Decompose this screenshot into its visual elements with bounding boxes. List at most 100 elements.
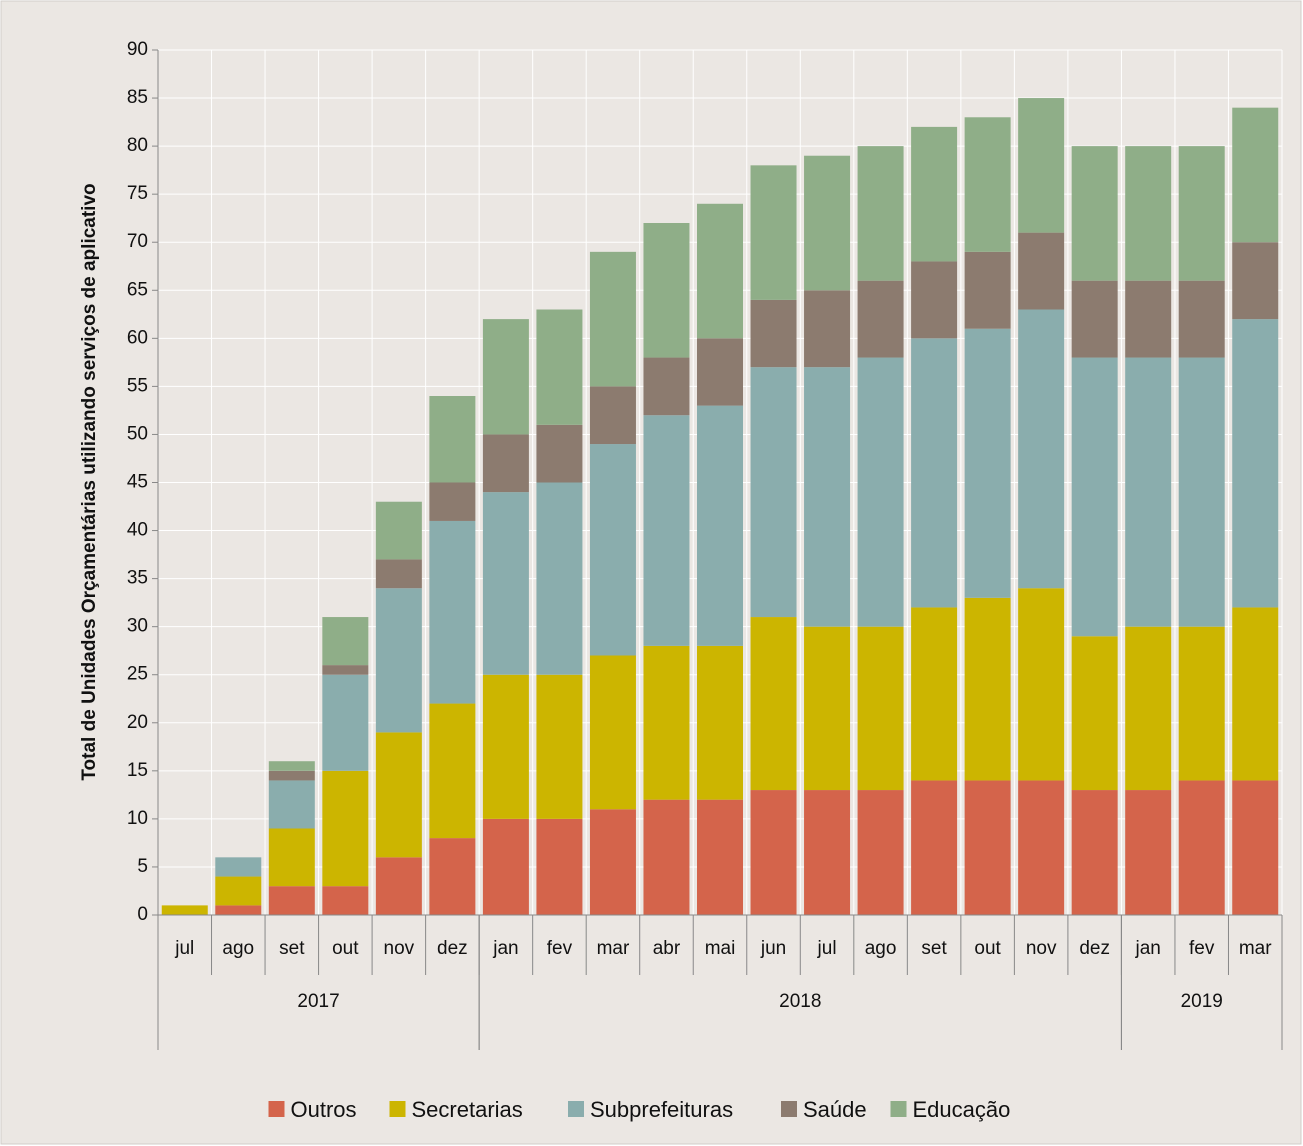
bar-segment bbox=[857, 626, 904, 791]
x-tick-label: fev bbox=[1189, 938, 1215, 959]
bar-segment bbox=[375, 501, 422, 560]
bar-segment bbox=[322, 617, 369, 666]
bar-segment bbox=[804, 626, 851, 791]
bar-segment bbox=[429, 703, 476, 839]
y-tick-label: 60 bbox=[127, 327, 148, 348]
bar-segment bbox=[536, 309, 583, 425]
bar-segment bbox=[482, 492, 529, 675]
bar-segment bbox=[964, 780, 1011, 915]
bar-segment bbox=[1018, 98, 1065, 233]
bar-segment bbox=[1071, 790, 1118, 915]
bar-segment bbox=[964, 117, 1011, 252]
bar-segment bbox=[750, 165, 797, 300]
bar-segment bbox=[429, 396, 476, 483]
bar-segment bbox=[322, 770, 369, 887]
bar-segment bbox=[429, 838, 476, 915]
bar-segment bbox=[911, 780, 958, 915]
x-tick-label: nov bbox=[1026, 938, 1057, 959]
x-tick-label: nov bbox=[384, 938, 415, 959]
bar-segment bbox=[589, 251, 636, 387]
bar-segment bbox=[1018, 780, 1065, 915]
bar-segment bbox=[911, 126, 958, 262]
bar-segment bbox=[1178, 780, 1225, 915]
bar-segment bbox=[964, 597, 1011, 781]
bar-segment bbox=[697, 645, 743, 800]
bar-segment bbox=[268, 886, 315, 915]
y-tick-label: 20 bbox=[127, 712, 148, 733]
y-tick-label: 30 bbox=[127, 616, 148, 637]
y-tick-label: 75 bbox=[127, 183, 148, 204]
bar-segment bbox=[911, 261, 958, 339]
bar-segment bbox=[804, 155, 851, 291]
legend-swatch bbox=[568, 1101, 584, 1117]
bar-segment bbox=[643, 223, 690, 358]
bar-segment bbox=[589, 444, 636, 656]
bar-segment bbox=[268, 780, 315, 829]
bar-segment bbox=[1125, 626, 1172, 791]
bar-segment bbox=[482, 434, 529, 493]
bar-segment bbox=[697, 405, 743, 646]
bar-segment bbox=[375, 559, 422, 589]
bar-segment bbox=[643, 799, 690, 915]
bar-segment bbox=[1125, 280, 1172, 358]
x-tick-label: ago bbox=[865, 938, 897, 959]
bar-segment bbox=[750, 299, 797, 368]
bar-segment bbox=[1232, 780, 1279, 915]
bar-segment bbox=[857, 790, 904, 915]
bar-segment bbox=[215, 905, 262, 915]
y-tick-label: 70 bbox=[127, 231, 148, 252]
legend-label: Saúde bbox=[803, 1097, 867, 1122]
bar-segment bbox=[1178, 280, 1225, 358]
bar-segment bbox=[1018, 588, 1065, 781]
bar-segment bbox=[1125, 790, 1172, 915]
y-tick-label: 10 bbox=[127, 808, 148, 829]
x-tick-label: jun bbox=[760, 938, 786, 959]
bar-segment bbox=[429, 482, 476, 521]
bar-segment bbox=[1232, 607, 1279, 781]
bar-segment bbox=[643, 357, 690, 416]
x-tick-label: mar bbox=[1239, 938, 1272, 959]
x-tick-label: jan bbox=[1135, 938, 1161, 959]
bar-segment bbox=[482, 319, 529, 435]
bar-segment bbox=[589, 655, 636, 810]
bar-segment bbox=[322, 674, 369, 771]
bar-segment bbox=[750, 367, 797, 618]
bar-segment bbox=[536, 674, 583, 819]
bar-segment bbox=[375, 588, 422, 733]
y-tick-label: 90 bbox=[127, 39, 148, 60]
bar-segment bbox=[1125, 357, 1172, 627]
bar-segment bbox=[750, 617, 797, 791]
bar-segment bbox=[643, 645, 690, 800]
x-tick-label: dez bbox=[437, 938, 468, 959]
x-tick-label: out bbox=[332, 938, 359, 959]
y-tick-label: 15 bbox=[127, 760, 148, 781]
legend-swatch bbox=[781, 1101, 797, 1117]
y-tick-label: 55 bbox=[127, 375, 148, 396]
y-tick-label: 0 bbox=[137, 904, 148, 925]
bar-segment bbox=[857, 146, 904, 281]
bar-segment bbox=[804, 367, 851, 627]
bar-segment bbox=[1178, 146, 1225, 281]
bar-segment bbox=[215, 876, 262, 906]
bar-segment bbox=[804, 790, 851, 915]
bar-segment bbox=[589, 386, 636, 445]
x-tick-label: out bbox=[974, 938, 1001, 959]
bar-segment bbox=[1232, 107, 1279, 243]
x-tick-label: set bbox=[279, 938, 305, 959]
bar-segment bbox=[697, 338, 743, 406]
x-tick-label: jul bbox=[817, 938, 837, 959]
bar-segment bbox=[1071, 146, 1118, 281]
bar-segment bbox=[215, 857, 262, 877]
x-tick-label: set bbox=[921, 938, 947, 959]
legend-label: Secretarias bbox=[412, 1097, 523, 1122]
bar-segment bbox=[589, 809, 636, 915]
bar-segment bbox=[322, 886, 369, 915]
bar-segment bbox=[964, 251, 1011, 329]
bar-segment bbox=[536, 818, 583, 915]
bar-segment bbox=[911, 607, 958, 781]
bar-segment bbox=[697, 799, 743, 915]
bar-segment bbox=[1071, 636, 1118, 791]
bar-segment bbox=[1232, 242, 1279, 320]
